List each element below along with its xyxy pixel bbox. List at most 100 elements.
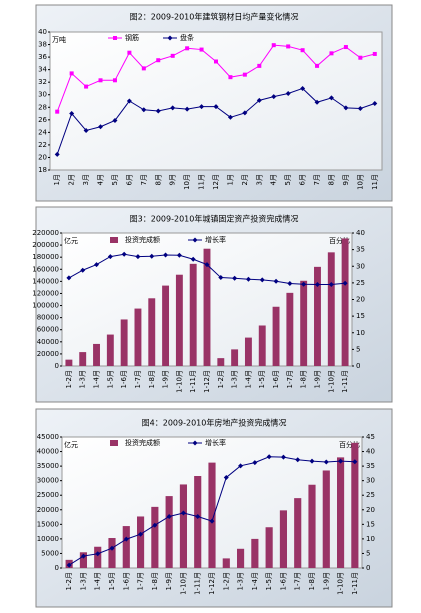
point-marker — [184, 106, 190, 112]
point-marker — [209, 518, 215, 524]
x-tick-label: 1-4月 — [244, 370, 252, 388]
x-tick-label: 1-7月 — [137, 572, 145, 590]
y-tick-label: 25000 — [37, 491, 59, 499]
x-tick-label: 6月 — [299, 174, 307, 185]
point-marker — [227, 114, 233, 120]
point-marker — [256, 97, 262, 103]
point-marker — [280, 454, 286, 460]
point-marker — [80, 553, 86, 559]
y2-tick-label: 20 — [366, 506, 375, 514]
x-tick-label: 1-6月 — [122, 572, 130, 590]
point-marker — [170, 53, 175, 58]
point-marker — [242, 110, 248, 116]
point-marker — [223, 474, 229, 480]
point-marker — [273, 278, 279, 284]
y-tick-label: 200000 — [32, 241, 59, 249]
y-tick-label: 0 — [55, 564, 59, 572]
x-tick-label: 9月 — [169, 174, 177, 185]
x-tick-label: 1-3月 — [237, 572, 245, 590]
point-marker — [286, 44, 291, 49]
point-marker — [135, 254, 141, 260]
bar — [79, 352, 87, 366]
point-marker — [300, 48, 305, 53]
x-tick-label: 10月 — [356, 174, 364, 190]
y-tick-label: 35000 — [37, 462, 59, 470]
point-marker — [163, 252, 169, 258]
point-marker — [271, 43, 276, 48]
x-tick-label: 4月 — [97, 174, 105, 185]
x-tick-label: 1-6月 — [272, 370, 280, 388]
legend-label: 投资完成额 — [125, 438, 160, 447]
bar — [162, 285, 170, 366]
point-marker — [121, 251, 127, 257]
y-tick-label: 60000 — [37, 326, 59, 334]
point-marker — [204, 262, 210, 268]
bar — [279, 510, 287, 568]
y2-tick-label: 35 — [356, 246, 365, 254]
point-marker — [328, 95, 334, 101]
point-marker — [55, 109, 60, 114]
x-tick-label: 1-3月 — [79, 572, 87, 590]
y2-tick-label: 10 — [356, 329, 365, 337]
bar — [308, 484, 316, 568]
bar — [314, 266, 321, 366]
bar — [322, 470, 330, 568]
bar — [286, 292, 294, 366]
point-marker — [287, 281, 293, 287]
y-tick-label: 5000 — [41, 549, 59, 557]
bar — [148, 298, 156, 366]
legend-label: 投资完成额 — [125, 235, 160, 244]
x-tick-label: 1-7月 — [134, 370, 142, 388]
x-tick-label: 1-8月 — [308, 572, 316, 590]
bar — [294, 498, 302, 568]
y-tick-label: 30000 — [37, 477, 59, 485]
bar — [251, 538, 259, 568]
x-tick-label: 2月 — [241, 174, 249, 185]
point-marker — [342, 280, 348, 286]
y-tick-label: 28 — [38, 103, 47, 111]
x-tick-label: 1-5月 — [258, 370, 266, 388]
point-marker — [232, 275, 238, 281]
point-marker — [112, 78, 117, 83]
legend-marker — [192, 237, 198, 243]
x-tick-label: 8月 — [327, 174, 335, 185]
point-marker — [109, 545, 115, 551]
point-marker — [358, 55, 363, 60]
x-tick-label: 1月 — [53, 174, 61, 185]
x-tick-label: 1-12月 — [203, 370, 211, 393]
point-marker — [141, 107, 147, 113]
point-marker — [300, 85, 306, 91]
point-marker — [314, 282, 320, 288]
point-marker — [301, 281, 307, 287]
bar — [93, 343, 100, 366]
bar — [217, 358, 225, 366]
y-tick-label: 36 — [38, 53, 47, 61]
x-tick-label: 1-10月 — [327, 370, 335, 393]
y-tick-label: 120000 — [32, 289, 59, 297]
x-tick-label: 12月 — [212, 174, 220, 190]
point-marker — [185, 46, 190, 51]
x-tick-label: 1-10月 — [175, 370, 183, 393]
y2-tick-label: 0 — [356, 362, 360, 370]
y2-tick-label: 5 — [366, 549, 370, 557]
legend-label: 增长率 — [205, 235, 226, 244]
unit-right: 百分比 — [339, 440, 360, 449]
x-tick-label: 1-8月 — [300, 370, 308, 388]
point-marker — [372, 101, 378, 107]
x-tick-label: 4月 — [270, 174, 278, 185]
point-marker — [190, 256, 196, 262]
x-tick-label: 1-11月 — [351, 572, 359, 595]
y-tick-label: 100000 — [32, 302, 59, 310]
bar — [65, 359, 73, 366]
y-tick-label: 140000 — [32, 277, 59, 285]
bar — [106, 334, 114, 366]
x-tick-label: 1-10月 — [337, 572, 345, 595]
x-tick-label: 1-8月 — [148, 370, 156, 388]
point-marker — [213, 104, 219, 110]
bar — [265, 527, 273, 568]
point-marker — [199, 47, 204, 52]
point-marker — [218, 275, 224, 281]
y-tick-label: 80000 — [37, 314, 59, 322]
point-marker — [149, 253, 155, 259]
point-marker — [69, 111, 75, 117]
